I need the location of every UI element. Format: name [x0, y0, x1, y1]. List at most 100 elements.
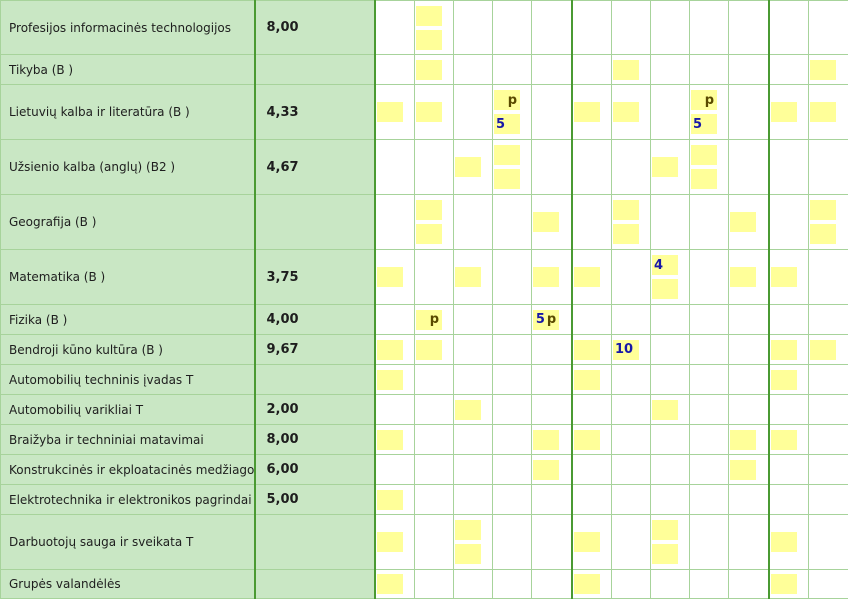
subject-name[interactable]: Matematika (B ) [1, 250, 255, 305]
lesson-mark[interactable] [771, 267, 797, 287]
subject-name[interactable]: Automobilių varikliai T [1, 395, 255, 425]
day-cell[interactable] [769, 570, 809, 599]
lesson-mark[interactable] [771, 370, 797, 390]
lesson-mark[interactable] [416, 6, 442, 26]
lesson-mark[interactable] [810, 200, 836, 220]
lesson-mark[interactable]: p [494, 90, 520, 110]
lesson-mark[interactable] [377, 574, 403, 594]
lesson-mark[interactable] [377, 102, 403, 122]
day-cell[interactable] [572, 335, 612, 365]
lesson-mark[interactable] [730, 430, 756, 450]
subject-name[interactable]: Braižyba ir techniniai matavimai [1, 425, 255, 455]
day-cell[interactable] [375, 365, 415, 395]
day-cell[interactable] [532, 195, 572, 250]
day-cell[interactable] [532, 425, 572, 455]
day-cell[interactable] [493, 140, 532, 195]
lesson-mark[interactable] [810, 224, 836, 244]
lesson-mark[interactable] [652, 520, 678, 540]
day-cell[interactable] [415, 1, 454, 55]
lesson-mark[interactable] [416, 200, 442, 220]
lesson-mark[interactable]: 5 [494, 114, 520, 134]
day-cell[interactable] [375, 250, 415, 305]
lesson-mark[interactable] [771, 574, 797, 594]
lesson-mark[interactable] [455, 157, 481, 177]
lesson-mark[interactable] [533, 430, 559, 450]
lesson-mark[interactable] [652, 279, 678, 299]
subject-name[interactable]: Užsienio kalba (anglų) (B2 ) [1, 140, 255, 195]
day-cell[interactable] [769, 250, 809, 305]
lesson-mark[interactable] [494, 169, 520, 189]
lesson-mark[interactable] [377, 430, 403, 450]
subject-name[interactable]: Automobilių techninis įvadas T [1, 365, 255, 395]
lesson-mark[interactable] [730, 212, 756, 232]
day-cell[interactable] [572, 85, 612, 140]
day-cell[interactable] [809, 335, 848, 365]
day-cell[interactable] [415, 85, 454, 140]
lesson-mark[interactable] [691, 169, 717, 189]
lesson-mark[interactable] [730, 460, 756, 480]
day-cell[interactable] [572, 365, 612, 395]
lesson-mark[interactable] [416, 224, 442, 244]
day-cell[interactable] [729, 195, 769, 250]
day-cell[interactable] [612, 85, 651, 140]
lesson-mark[interactable] [574, 340, 600, 360]
subject-name[interactable]: Lietuvių kalba ir literatūra (B ) [1, 85, 255, 140]
lesson-mark[interactable] [613, 224, 639, 244]
day-cell[interactable]: 4 [651, 250, 690, 305]
day-cell[interactable] [375, 85, 415, 140]
lesson-mark[interactable] [652, 400, 678, 420]
lesson-mark[interactable] [810, 340, 836, 360]
lesson-mark[interactable] [574, 532, 600, 552]
subject-name[interactable]: Geografija (B ) [1, 195, 255, 250]
day-cell[interactable] [415, 335, 454, 365]
lesson-mark[interactable] [377, 267, 403, 287]
lesson-mark[interactable] [377, 490, 403, 510]
lesson-mark[interactable] [691, 145, 717, 165]
lesson-mark[interactable]: p [691, 90, 717, 110]
day-cell[interactable] [809, 195, 848, 250]
subject-name[interactable]: Darbuotojų sauga ir sveikata T [1, 515, 255, 570]
lesson-mark[interactable] [574, 430, 600, 450]
lesson-mark[interactable] [416, 102, 442, 122]
lesson-mark[interactable] [455, 544, 481, 564]
lesson-mark[interactable] [416, 340, 442, 360]
day-cell[interactable] [572, 250, 612, 305]
lesson-mark[interactable] [416, 30, 442, 50]
lesson-mark[interactable] [613, 60, 639, 80]
day-cell[interactable] [651, 140, 690, 195]
day-cell[interactable] [454, 140, 493, 195]
lesson-mark[interactable]: 4 [652, 255, 678, 275]
lesson-mark[interactable] [730, 267, 756, 287]
subject-name[interactable]: Elektrotechnika ir elektronikos pagrinda… [1, 485, 255, 515]
subject-name[interactable]: Fizika (B ) [1, 305, 255, 335]
day-cell[interactable] [809, 55, 848, 85]
lesson-mark[interactable]: p [416, 310, 442, 330]
lesson-mark[interactable] [771, 532, 797, 552]
lesson-mark[interactable] [377, 370, 403, 390]
subject-name[interactable]: Bendroji kūno kultūra (B ) [1, 335, 255, 365]
lesson-mark[interactable] [574, 370, 600, 390]
lesson-mark[interactable] [533, 212, 559, 232]
subject-name[interactable]: Grupės valandėlės [1, 570, 255, 599]
day-cell[interactable] [769, 85, 809, 140]
day-cell[interactable] [375, 335, 415, 365]
day-cell[interactable] [532, 250, 572, 305]
day-cell[interactable] [612, 195, 651, 250]
lesson-mark[interactable]: 10 [613, 340, 639, 360]
lesson-mark[interactable] [574, 267, 600, 287]
day-cell[interactable]: 10 [612, 335, 651, 365]
day-cell[interactable] [809, 85, 848, 140]
lesson-mark[interactable] [574, 574, 600, 594]
day-cell[interactable] [729, 250, 769, 305]
lesson-mark[interactable] [533, 267, 559, 287]
day-cell[interactable] [572, 515, 612, 570]
day-cell[interactable] [769, 425, 809, 455]
lesson-mark[interactable] [771, 102, 797, 122]
day-cell[interactable] [375, 515, 415, 570]
day-cell[interactable] [769, 515, 809, 570]
day-cell[interactable] [375, 425, 415, 455]
day-cell[interactable] [729, 425, 769, 455]
